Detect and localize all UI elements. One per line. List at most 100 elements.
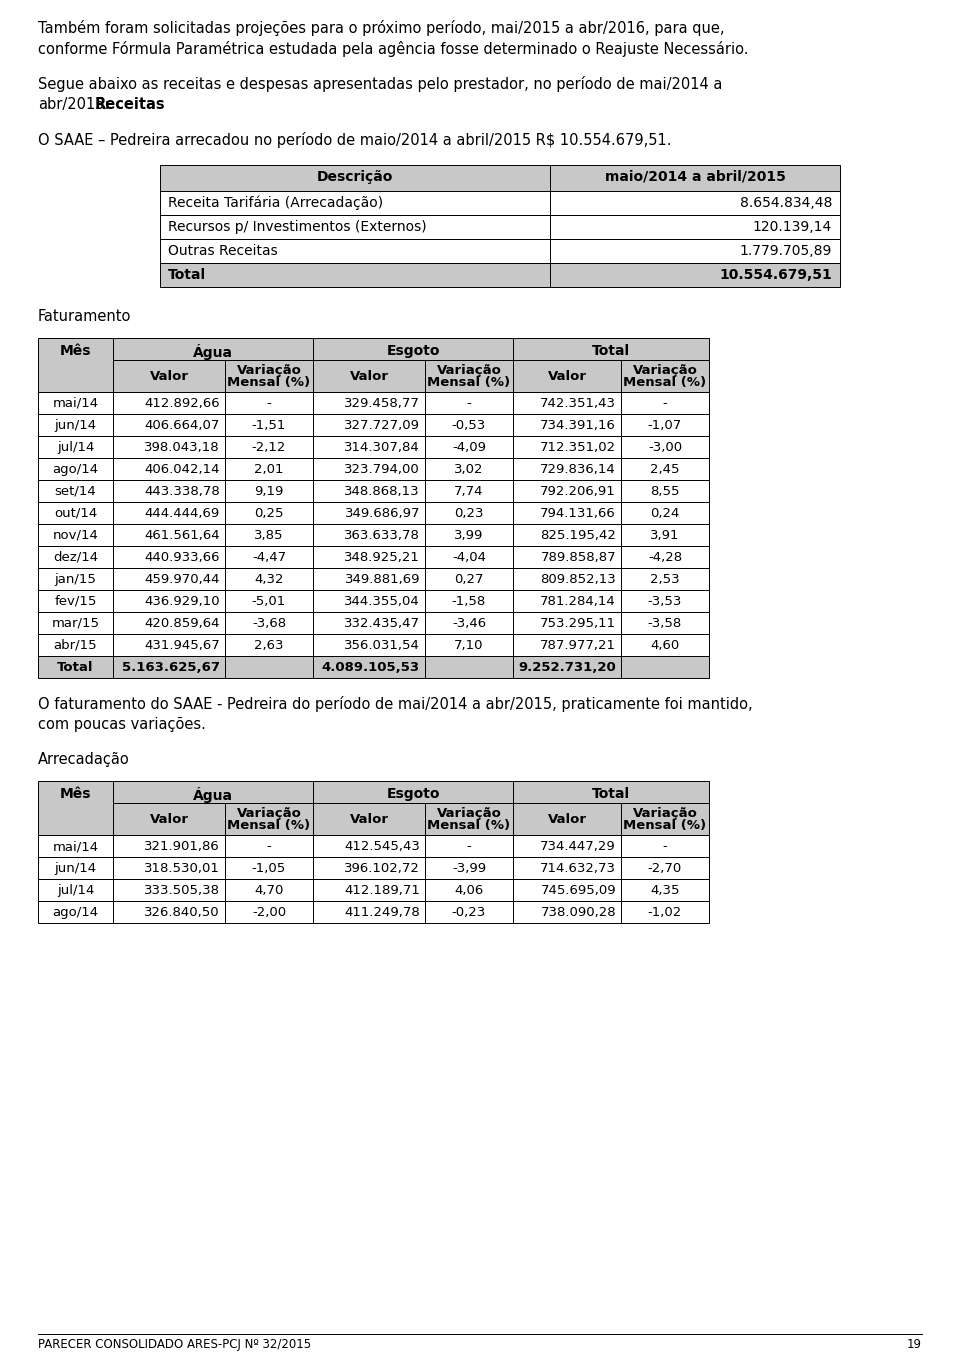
Text: Mensal (%): Mensal (%) [427, 375, 511, 389]
Bar [425, 568, 513, 589]
Text: 412.892,66: 412.892,66 [144, 397, 220, 411]
Bar [113, 835, 225, 856]
Text: 431.945,67: 431.945,67 [144, 640, 220, 652]
Bar [425, 901, 513, 923]
Text: 326.840,50: 326.840,50 [144, 906, 220, 919]
Text: Total: Total [58, 661, 94, 673]
Bar [38, 415, 113, 436]
Text: -: - [662, 840, 667, 854]
Text: 412.545,43: 412.545,43 [344, 840, 420, 854]
Bar [38, 568, 113, 589]
Text: 443.338,78: 443.338,78 [144, 485, 220, 499]
Bar [38, 458, 113, 480]
Bar [513, 501, 621, 524]
Text: 398.043,18: 398.043,18 [144, 440, 220, 454]
Bar [425, 589, 513, 612]
Text: 825.195,42: 825.195,42 [540, 528, 616, 542]
Text: -3,58: -3,58 [648, 617, 683, 630]
Text: 8.654.834,48: 8.654.834,48 [739, 196, 832, 210]
Bar [225, 901, 313, 923]
Text: -3,00: -3,00 [648, 440, 682, 454]
Text: 0,24: 0,24 [650, 507, 680, 520]
Text: 348.925,21: 348.925,21 [344, 551, 420, 564]
Bar [425, 458, 513, 480]
Text: 19: 19 [907, 1337, 922, 1351]
Text: 356.031,54: 356.031,54 [344, 640, 420, 652]
Bar [621, 360, 709, 392]
Text: 411.249,78: 411.249,78 [345, 906, 420, 919]
Text: ago/14: ago/14 [53, 463, 99, 476]
Text: -: - [467, 840, 471, 854]
Text: jan/15: jan/15 [55, 573, 96, 585]
Bar [313, 589, 425, 612]
Bar [313, 436, 425, 458]
Bar [513, 392, 621, 415]
Bar [38, 901, 113, 923]
Bar [513, 856, 621, 879]
Bar [550, 263, 840, 287]
Text: 318.530,01: 318.530,01 [144, 862, 220, 875]
Bar [160, 238, 550, 263]
Text: 4,06: 4,06 [454, 883, 484, 897]
Bar [38, 480, 113, 501]
Bar [38, 501, 113, 524]
Text: 792.206,91: 792.206,91 [540, 485, 616, 499]
Text: abr/2015:: abr/2015: [38, 98, 109, 112]
Bar [113, 436, 225, 458]
Bar [425, 392, 513, 415]
Bar [38, 436, 113, 458]
Bar [225, 612, 313, 634]
Text: Mês: Mês [60, 344, 91, 358]
Bar [513, 634, 621, 656]
Bar [38, 392, 113, 415]
Text: O faturamento do SAAE - Pedreira do período de mai/2014 a abr/2015, praticamente: O faturamento do SAAE - Pedreira do perí… [38, 696, 753, 711]
Text: 4.089.105,53: 4.089.105,53 [322, 661, 420, 673]
Text: 9.252.731,20: 9.252.731,20 [518, 661, 616, 673]
Bar [313, 879, 425, 901]
Bar [38, 780, 113, 835]
Text: Também foram solicitadas projeções para o próximo período, mai/2015 a abr/2016, : Também foram solicitadas projeções para … [38, 20, 725, 37]
Bar [425, 524, 513, 546]
Text: 8,55: 8,55 [650, 485, 680, 499]
Bar [621, 436, 709, 458]
Text: 10.554.679,51: 10.554.679,51 [719, 268, 832, 282]
Text: 348.868,13: 348.868,13 [345, 485, 420, 499]
Bar [621, 480, 709, 501]
Bar [425, 415, 513, 436]
Text: Variação: Variação [633, 364, 697, 377]
Bar [313, 524, 425, 546]
Text: Água: Água [193, 787, 233, 804]
Text: Mensal (%): Mensal (%) [228, 818, 311, 832]
Text: 734.447,29: 734.447,29 [540, 840, 616, 854]
Text: 742.351,43: 742.351,43 [540, 397, 616, 411]
Text: Valor: Valor [150, 813, 188, 827]
Bar [225, 856, 313, 879]
Text: O SAAE – Pedreira arrecadou no período de maio/2014 a abril/2015 R$ 10.554.679,5: O SAAE – Pedreira arrecadou no período d… [38, 131, 671, 148]
Bar [513, 415, 621, 436]
Bar [513, 901, 621, 923]
Text: 753.295,11: 753.295,11 [540, 617, 616, 630]
Bar [425, 480, 513, 501]
Text: 440.933,66: 440.933,66 [145, 551, 220, 564]
Bar [113, 856, 225, 879]
Bar [550, 238, 840, 263]
Bar [313, 612, 425, 634]
Text: 321.901,86: 321.901,86 [144, 840, 220, 854]
Text: 4,60: 4,60 [650, 640, 680, 652]
Text: -: - [267, 840, 272, 854]
Text: jul/14: jul/14 [57, 883, 94, 897]
Bar [113, 415, 225, 436]
Bar [113, 568, 225, 589]
Bar [225, 360, 313, 392]
Text: 4,35: 4,35 [650, 883, 680, 897]
Text: -4,47: -4,47 [252, 551, 286, 564]
Bar [313, 780, 513, 804]
Text: 7,10: 7,10 [454, 640, 484, 652]
Text: 3,91: 3,91 [650, 528, 680, 542]
Bar [513, 780, 709, 804]
Bar [113, 480, 225, 501]
Text: Outras Receitas: Outras Receitas [168, 244, 277, 257]
Text: 745.695,09: 745.695,09 [540, 883, 616, 897]
Text: Valor: Valor [349, 813, 389, 827]
Bar [313, 415, 425, 436]
